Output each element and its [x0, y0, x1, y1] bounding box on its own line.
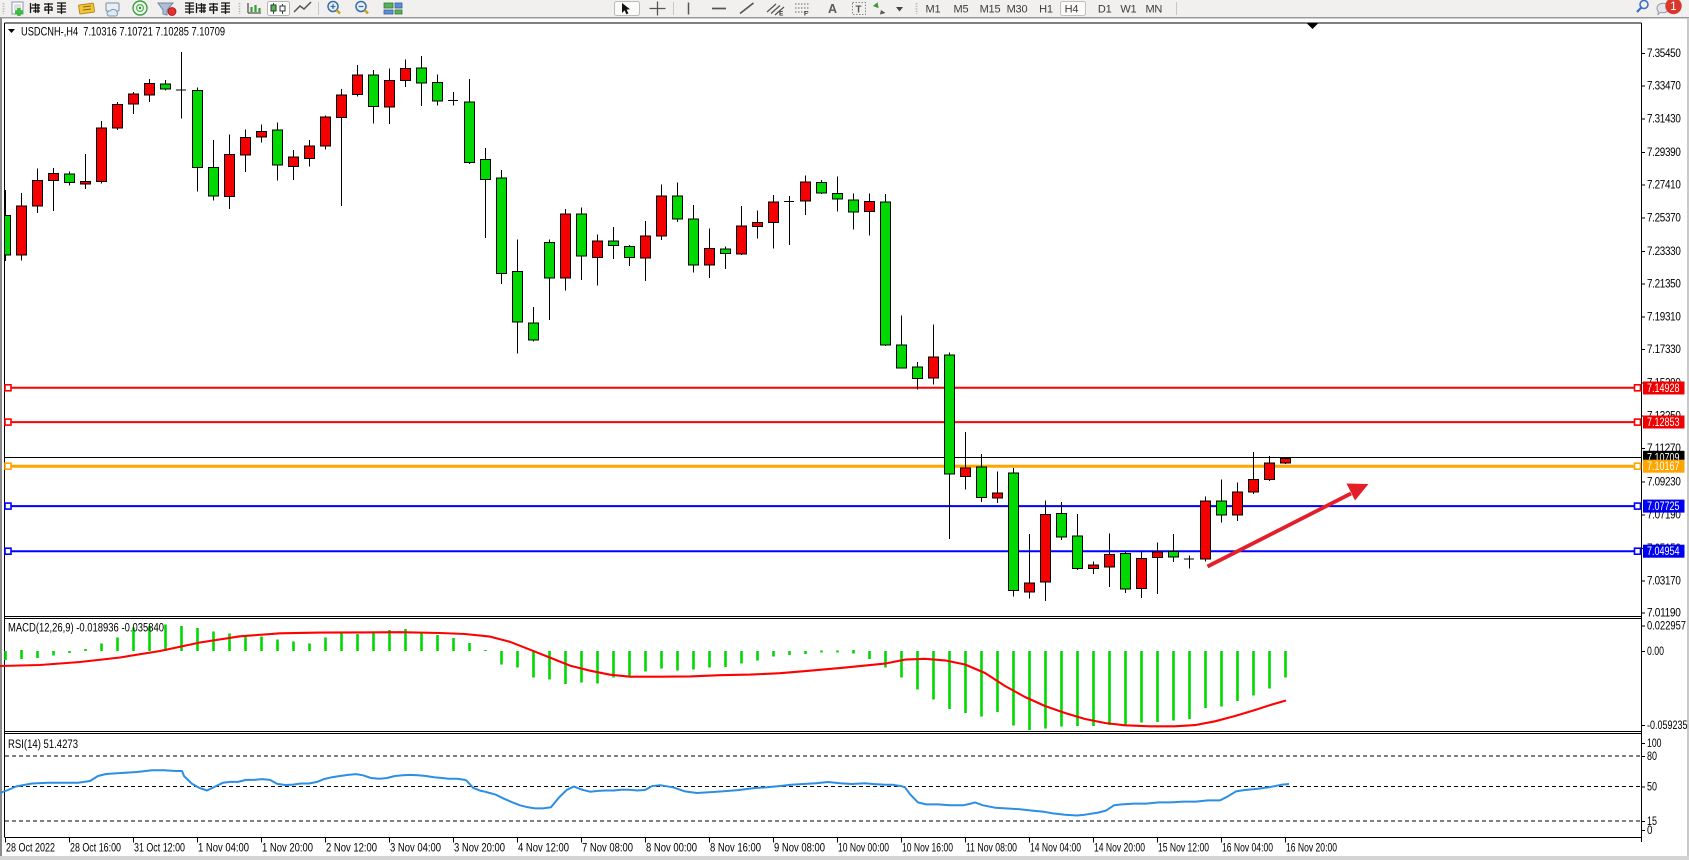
svg-text:RSI(14) 51.4273: RSI(14) 51.4273 — [8, 739, 78, 751]
svg-text:H1: H1 — [1039, 4, 1053, 16]
svg-text:0.00: 0.00 — [1647, 646, 1664, 658]
svg-text:14 Nov 20:00: 14 Nov 20:00 — [1094, 841, 1145, 855]
svg-text:3 Nov 20:00: 3 Nov 20:00 — [454, 841, 505, 855]
svg-text:7.07725: 7.07725 — [1647, 501, 1680, 513]
svg-text:28 Oct 16:00: 28 Oct 16:00 — [70, 841, 121, 855]
svg-text:H4: H4 — [1065, 4, 1079, 16]
svg-text:0: 0 — [1647, 825, 1653, 837]
svg-text:31 Oct 12:00: 31 Oct 12:00 — [134, 841, 185, 855]
svg-text:1: 1 — [1670, 1, 1676, 13]
svg-text:50: 50 — [1647, 782, 1657, 794]
svg-text:MN: MN — [1145, 4, 1162, 16]
svg-text:E: E — [779, 11, 784, 18]
svg-text:D1: D1 — [1098, 4, 1112, 16]
svg-text:0.022957: 0.022957 — [1647, 621, 1686, 633]
svg-text:4 Nov 12:00: 4 Nov 12:00 — [518, 841, 569, 855]
svg-text:7.25370: 7.25370 — [1647, 213, 1681, 225]
svg-text:80: 80 — [1647, 751, 1657, 763]
svg-text:8 Nov 16:00: 8 Nov 16:00 — [710, 841, 761, 855]
svg-text:9 Nov 08:00: 9 Nov 08:00 — [774, 841, 825, 855]
svg-text:M1: M1 — [926, 4, 941, 16]
svg-text:7.09230: 7.09230 — [1647, 476, 1681, 488]
svg-text:7.33470: 7.33470 — [1647, 80, 1681, 92]
svg-text:W1: W1 — [1120, 4, 1136, 16]
svg-text:16 Nov 20:00: 16 Nov 20:00 — [1286, 841, 1337, 855]
svg-text:2 Nov 12:00: 2 Nov 12:00 — [326, 841, 377, 855]
svg-text:USDCNH-,H4 7.10316 7.10721 7.: USDCNH-,H4 7.10316 7.10721 7.10285 7.107… — [21, 25, 225, 39]
svg-text:7.01190: 7.01190 — [1647, 608, 1681, 620]
svg-text:M30: M30 — [1007, 4, 1028, 16]
svg-text:28 Oct 2022: 28 Oct 2022 — [6, 841, 55, 855]
svg-text:7.07190: 7.07190 — [1647, 510, 1681, 522]
svg-text:-0.059235: -0.059235 — [1647, 720, 1688, 732]
svg-text:7.12853: 7.12853 — [1647, 417, 1680, 429]
svg-text:F: F — [804, 11, 808, 18]
svg-text:7.04954: 7.04954 — [1647, 546, 1680, 558]
svg-text:10 Nov 16:00: 10 Nov 16:00 — [902, 841, 953, 855]
svg-text:15: 15 — [1647, 816, 1657, 828]
svg-text:11 Nov 08:00: 11 Nov 08:00 — [966, 841, 1017, 855]
svg-text:1 Nov 04:00: 1 Nov 04:00 — [198, 841, 249, 855]
svg-text:7.21350: 7.21350 — [1647, 278, 1681, 290]
svg-text:7.17330: 7.17330 — [1647, 344, 1681, 356]
svg-text:16 Nov 04:00: 16 Nov 04:00 — [1222, 841, 1273, 855]
svg-text:7 Nov 08:00: 7 Nov 08:00 — [582, 841, 633, 855]
svg-text:7.10167: 7.10167 — [1647, 461, 1680, 473]
svg-text:7.23330: 7.23330 — [1647, 246, 1681, 258]
svg-text:15 Nov 12:00: 15 Nov 12:00 — [1158, 841, 1209, 855]
svg-text:7.29390: 7.29390 — [1647, 147, 1681, 159]
svg-text:7.14928: 7.14928 — [1647, 383, 1680, 395]
svg-text:3 Nov 04:00: 3 Nov 04:00 — [390, 841, 441, 855]
svg-text:M5: M5 — [954, 4, 969, 16]
svg-text:M15: M15 — [980, 4, 1001, 16]
svg-text:7.19310: 7.19310 — [1647, 312, 1681, 324]
svg-text:100: 100 — [1647, 738, 1662, 750]
svg-text:1 Nov 20:00: 1 Nov 20:00 — [262, 841, 313, 855]
svg-text:MACD(12,26,9) -0.018936 -0.035: MACD(12,26,9) -0.018936 -0.035840 — [8, 623, 164, 635]
svg-text:7.35450: 7.35450 — [1647, 48, 1681, 60]
svg-text:7.31430: 7.31430 — [1647, 114, 1681, 126]
svg-text:7.27410: 7.27410 — [1647, 179, 1681, 191]
svg-text:T: T — [856, 5, 862, 16]
svg-text:10 Nov 00:00: 10 Nov 00:00 — [838, 841, 889, 855]
svg-text:A: A — [828, 2, 837, 16]
svg-text:7.03170: 7.03170 — [1647, 575, 1681, 587]
svg-text:14 Nov 04:00: 14 Nov 04:00 — [1030, 841, 1081, 855]
svg-text:8 Nov 00:00: 8 Nov 00:00 — [646, 841, 697, 855]
